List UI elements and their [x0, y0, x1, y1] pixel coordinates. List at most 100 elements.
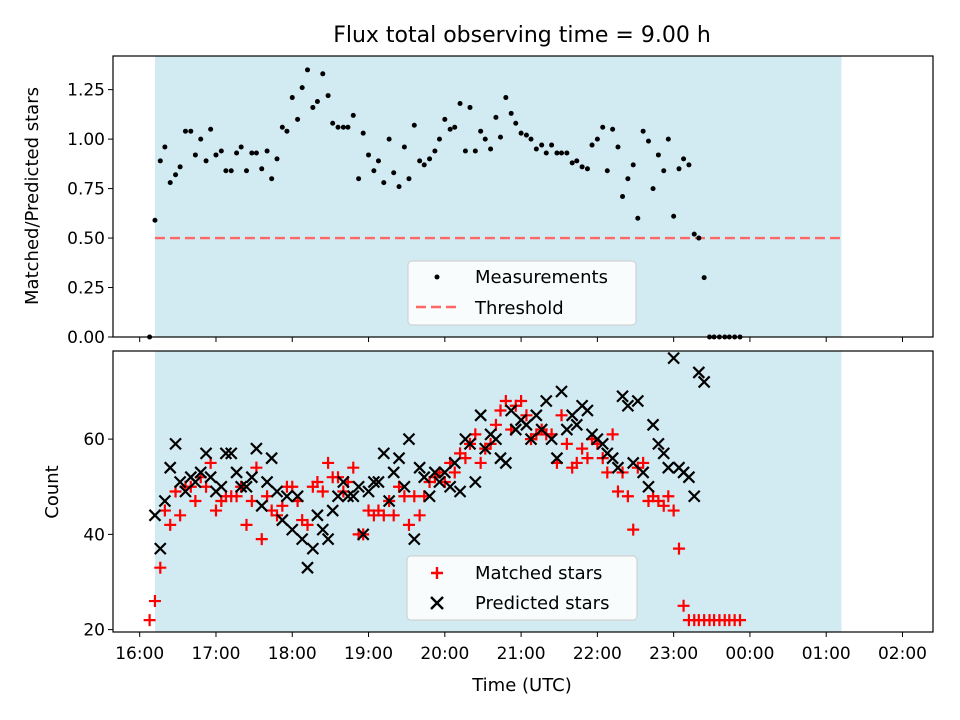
legend-measurement-marker: [434, 274, 440, 280]
predicted-star-point: [413, 461, 426, 474]
top-y-tick-label: 0.00: [67, 328, 105, 348]
measurement-point: [325, 93, 331, 99]
predicted-star-point: [306, 542, 320, 555]
predicted-star-point: [408, 532, 421, 546]
matched-star-point: [637, 456, 650, 469]
measurement-point: [314, 99, 320, 105]
predicted-star-point: [631, 394, 645, 408]
bottom-y-tick-label: 20: [83, 621, 105, 641]
matched-star-point: [611, 485, 624, 498]
predicted-star-point: [662, 461, 675, 474]
predicted-star-point: [377, 447, 391, 460]
matched-star-point: [662, 490, 675, 503]
predicted-star-point: [199, 447, 213, 460]
measurement-point: [350, 112, 356, 118]
predicted-star-point: [423, 489, 436, 503]
predicted-star-point: [219, 447, 233, 460]
measurement-point: [610, 126, 616, 132]
predicted-star-point: [524, 432, 538, 446]
top-panel: 0.00 0.25 0.50 0.75 1.00 1.25 Matched/Predict…: [22, 55, 934, 348]
measurement-point: [299, 85, 305, 91]
predicted-star-point: [295, 532, 309, 546]
measurement-point: [584, 166, 590, 172]
predicted-star-point: [316, 523, 330, 536]
predicted-star-point: [581, 404, 594, 417]
matched-star-point: [515, 395, 528, 408]
measurement-point: [539, 142, 545, 148]
matched-star-point: [474, 456, 487, 469]
predicted-star-point: [606, 451, 619, 465]
measurement-point: [635, 215, 641, 221]
predicted-star-point: [311, 509, 324, 522]
measurement-point: [518, 130, 524, 136]
legend-matched-label: Matched stars: [475, 563, 602, 584]
measurement-point: [523, 132, 529, 138]
predicted-star-point: [285, 523, 299, 536]
measurement-point: [579, 164, 585, 170]
matched-star-point: [387, 509, 400, 522]
measurement-point: [213, 152, 219, 158]
matched-star-point: [606, 428, 619, 441]
measurement-point: [640, 128, 646, 134]
matched-star-point: [164, 518, 177, 531]
predicted-star-point: [280, 489, 294, 503]
measurement-point: [574, 158, 580, 164]
measurement-point: [356, 176, 362, 182]
top-y-tick-label: 0.50: [67, 229, 105, 249]
predicted-star-point: [545, 432, 558, 446]
matched-star-point: [494, 404, 507, 417]
measurement-point: [345, 124, 351, 130]
predicted-star-point: [469, 475, 482, 489]
matched-star-point: [621, 490, 634, 503]
predicted-star-point: [255, 499, 269, 513]
x-tick-label: 21:00: [497, 644, 546, 664]
measurement-point: [366, 152, 372, 158]
measurement-point: [528, 136, 534, 142]
predicted-star-point: [245, 470, 259, 484]
measurement-point: [696, 235, 702, 241]
matched-star-point: [672, 542, 685, 555]
predicted-star-point: [230, 466, 243, 479]
x-tick-label: 18:00: [268, 644, 317, 664]
predicted-star-point: [189, 475, 202, 489]
x-tick-label: 17:00: [191, 644, 240, 664]
measurement-point: [238, 144, 244, 150]
measurement-point: [360, 130, 366, 136]
predicted-star-point: [474, 409, 487, 422]
measurement-point: [533, 146, 539, 152]
predicted-star-point: [443, 480, 457, 494]
measurement-point: [208, 126, 214, 132]
top-y-tick-label: 0.75: [67, 180, 105, 200]
measurement-point: [228, 168, 234, 174]
predicted-star-point: [341, 489, 355, 503]
predicted-star-point: [555, 385, 568, 398]
measurement-point: [655, 152, 661, 158]
measurement-point: [508, 110, 514, 116]
measurement-point: [701, 275, 707, 281]
predicted-star-point: [417, 470, 431, 484]
measurement-point: [289, 95, 295, 101]
measurement-point: [417, 158, 423, 164]
predicted-star-point: [489, 432, 503, 446]
top-y-axis-label: Matched/Predicted stars: [22, 87, 43, 305]
predicted-star-point: [398, 480, 411, 494]
predicted-star-point: [646, 418, 660, 432]
bottom-y-tick-label: 40: [83, 525, 105, 545]
measurement-point: [391, 170, 397, 176]
predicted-star-point: [372, 475, 385, 489]
predicted-star-point: [158, 494, 172, 508]
matched-star-point: [601, 466, 614, 479]
measurement-point: [630, 162, 636, 168]
measurement-point: [478, 128, 484, 134]
predicted-star-point: [539, 394, 553, 408]
measurement-point: [152, 217, 158, 223]
measurement-point: [645, 138, 651, 144]
measurement-point: [157, 158, 163, 164]
matched-star-point: [347, 461, 360, 474]
matched-star-point: [555, 409, 568, 422]
matched-star-point: [734, 614, 747, 627]
matched-star-point: [413, 509, 426, 522]
predicted-star-point: [626, 456, 640, 470]
predicted-star-point: [642, 480, 655, 494]
measurement-point: [691, 231, 697, 237]
